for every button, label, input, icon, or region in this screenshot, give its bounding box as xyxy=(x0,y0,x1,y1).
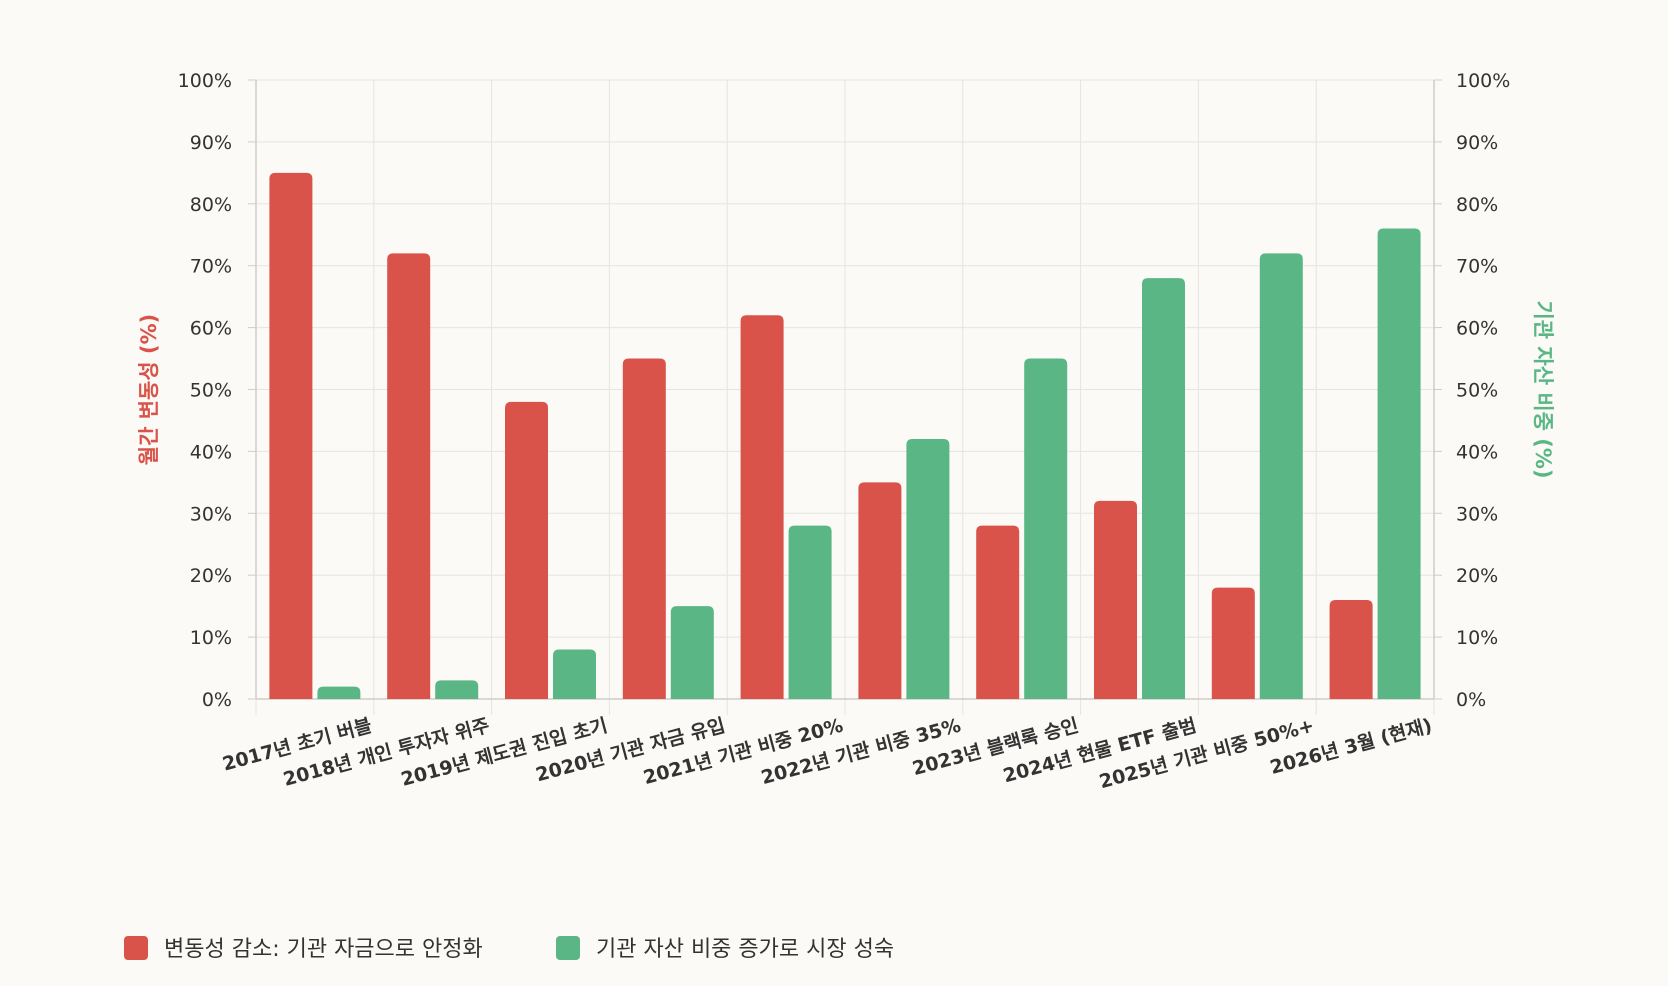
y-tick-label-left: 90% xyxy=(190,132,232,154)
axis-labels: 0% 0% 10% 10% 20% 20% 30% 30% 40% 40% 50% 50% 60% 60%… xyxy=(178,70,1511,793)
bar-volatility[interactable] xyxy=(858,482,902,699)
bar-institutional-share[interactable] xyxy=(553,649,596,699)
y-tick-label-right: 100% xyxy=(1456,70,1510,92)
y-tick-label-left: 50% xyxy=(190,380,232,402)
y-tick-label-left: 70% xyxy=(190,256,232,278)
y-tick-label-right: 0% xyxy=(1456,689,1486,711)
bar-volatility[interactable] xyxy=(1211,587,1255,699)
legend-label-institutional: 기관 자산 비중 증가로 시장 성숙 xyxy=(596,937,894,962)
bar-volatility[interactable] xyxy=(740,315,784,699)
y-tick-label-right: 90% xyxy=(1456,132,1498,154)
y-tick-label-right: 10% xyxy=(1456,627,1498,649)
legend: 변동성 감소: 기관 자금으로 안정화 기관 자산 비중 증가로 시장 성숙 xyxy=(124,936,894,962)
y-tick-label-right: 40% xyxy=(1456,441,1498,463)
bar-volatility[interactable] xyxy=(505,401,548,699)
bar-institutional-share[interactable] xyxy=(1142,278,1185,699)
y-tick-label-right: 30% xyxy=(1456,503,1498,525)
bar-institutional-share[interactable] xyxy=(317,686,361,699)
legend-swatch-institutional xyxy=(556,936,580,960)
bar-institutional-share[interactable] xyxy=(788,525,832,699)
bar-institutional-share[interactable] xyxy=(1377,228,1421,699)
grid-lines xyxy=(255,79,1435,700)
y-axis-title-left: 월간 변동성 (%) xyxy=(137,314,161,465)
bar-volatility[interactable] xyxy=(976,525,1020,699)
bar-volatility[interactable] xyxy=(1329,599,1373,699)
bar-institutional-share[interactable] xyxy=(906,439,950,699)
y-tick-label-right: 60% xyxy=(1456,318,1498,340)
legend-item-institutional[interactable]: 기관 자산 비중 증가로 시장 성숙 xyxy=(556,936,894,962)
y-tick-label-left: 10% xyxy=(190,627,232,649)
y-tick-label-left: 20% xyxy=(190,565,232,587)
y-tick-label-left: 0% xyxy=(202,689,232,711)
y-tick-label-right: 70% xyxy=(1456,256,1498,278)
legend-item-volatility[interactable]: 변동성 감소: 기관 자금으로 안정화 xyxy=(124,936,483,962)
bar-institutional-share[interactable] xyxy=(670,606,714,699)
legend-swatch-volatility xyxy=(124,936,148,960)
y-tick-label-left: 40% xyxy=(190,441,232,463)
y-tick-label-right: 20% xyxy=(1456,565,1498,587)
bar-volatility[interactable] xyxy=(622,358,666,699)
bar-institutional-share[interactable] xyxy=(1259,253,1303,699)
y-tick-label-right: 80% xyxy=(1456,194,1498,216)
y-tick-label-left: 80% xyxy=(190,194,232,216)
y-tick-label-right: 50% xyxy=(1456,380,1498,402)
bars xyxy=(269,172,1421,700)
legend-label-volatility: 변동성 감소: 기관 자금으로 안정화 xyxy=(164,937,483,962)
y-tick-label-left: 100% xyxy=(178,70,232,92)
bar-volatility[interactable] xyxy=(387,253,431,699)
bar-institutional-share[interactable] xyxy=(435,680,479,699)
bar-volatility[interactable] xyxy=(269,172,313,700)
y-axis-title-right: 기관 자산 비중 (%) xyxy=(1531,300,1555,478)
bar-institutional-share[interactable] xyxy=(1024,358,1068,699)
y-tick-label-left: 60% xyxy=(190,318,232,340)
bar-volatility[interactable] xyxy=(1094,500,1137,699)
y-tick-label-left: 30% xyxy=(190,503,232,525)
